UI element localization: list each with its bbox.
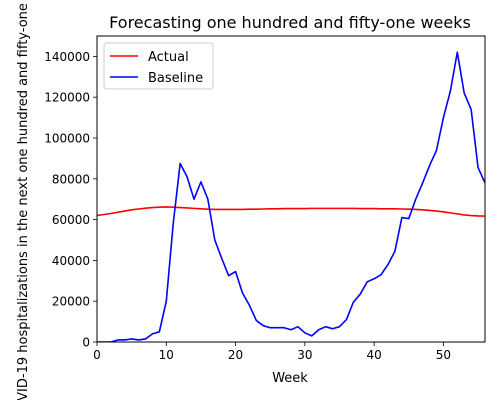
y-tick-label: 100000 <box>44 132 90 146</box>
legend: Actual Baseline <box>103 42 214 90</box>
x-tick-label: 50 <box>436 348 451 362</box>
series-line-baseline <box>97 51 485 342</box>
legend-label-baseline: Baseline <box>148 71 203 86</box>
x-axis-label: Week <box>272 371 308 386</box>
y-tick-label: 60000 <box>52 213 90 227</box>
y-axis: 0 20000 40000 60000 80000 100000 120000 140000 <box>44 50 97 350</box>
y-tick-label: 80000 <box>52 172 90 186</box>
y-tick-label: 120000 <box>44 91 90 105</box>
chart-title: Forecasting one hundred and fifty-one we… <box>109 13 471 32</box>
x-tick-label: 30 <box>297 348 312 362</box>
y-axis-label: COVID-19 hospitalizations in the next on… <box>16 0 31 400</box>
plot-area-frame <box>96 35 486 343</box>
x-tick-label: 20 <box>228 348 243 362</box>
x-axis: 0 10 20 30 40 50 <box>93 342 451 362</box>
x-tick-label: 10 <box>159 348 174 362</box>
x-tick-label: 0 <box>93 348 101 362</box>
y-tick-label: 40000 <box>52 254 90 268</box>
y-tick-label: 0 <box>82 336 90 350</box>
y-tick-label: 20000 <box>52 295 90 309</box>
y-tick-label: 140000 <box>44 50 90 64</box>
series-line-actual <box>97 206 485 217</box>
series-layer <box>97 51 485 342</box>
x-tick-label: 40 <box>367 348 382 362</box>
legend-label-actual: Actual <box>148 50 189 65</box>
